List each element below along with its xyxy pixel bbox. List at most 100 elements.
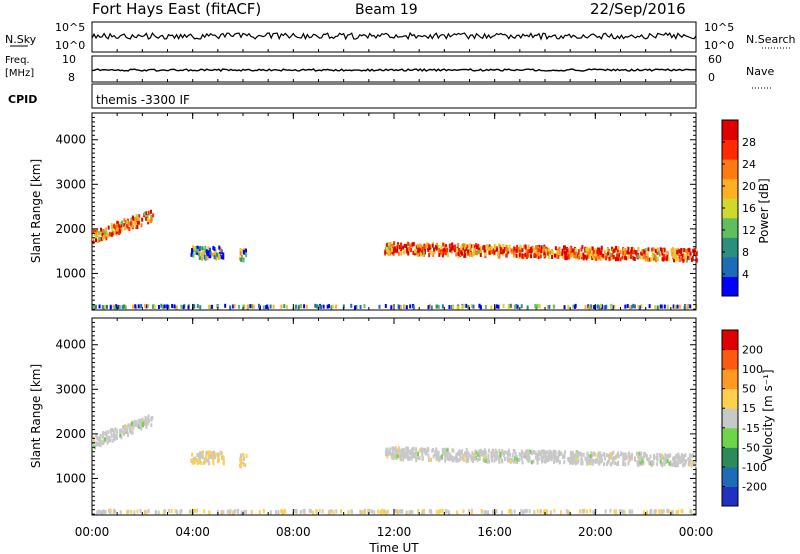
data-point xyxy=(675,453,678,458)
colorbar-segment xyxy=(722,217,738,238)
data-point xyxy=(427,305,430,310)
data-point xyxy=(552,459,555,464)
data-point xyxy=(610,462,613,467)
data-point xyxy=(589,249,592,254)
data-point xyxy=(328,510,331,515)
data-point xyxy=(417,508,420,513)
data-point xyxy=(513,456,516,461)
data-point xyxy=(563,250,566,255)
data-point xyxy=(677,456,680,461)
data-point xyxy=(630,304,633,309)
data-point xyxy=(582,252,585,257)
data-point xyxy=(484,252,487,257)
data-point xyxy=(553,508,556,513)
data-point xyxy=(417,248,420,253)
data-point xyxy=(637,462,640,467)
data-point xyxy=(632,303,635,308)
data-point xyxy=(477,249,480,254)
data-point xyxy=(148,218,151,223)
data-point xyxy=(408,510,411,515)
data-point xyxy=(656,256,659,261)
data-point xyxy=(99,435,102,440)
data-point xyxy=(331,304,334,309)
data-point xyxy=(568,250,571,255)
data-point xyxy=(406,249,409,254)
data-point xyxy=(680,508,683,513)
data-point xyxy=(197,459,200,464)
colorbar-tick-label: 24 xyxy=(742,158,756,171)
data-point xyxy=(407,247,410,252)
data-point xyxy=(163,304,166,309)
colorbar-segment xyxy=(722,349,738,370)
colorbar-segment xyxy=(722,388,738,409)
data-point xyxy=(170,509,173,514)
data-point xyxy=(503,247,506,252)
data-point xyxy=(507,458,510,463)
data-point xyxy=(449,248,452,253)
data-point xyxy=(104,437,107,442)
data-point xyxy=(518,452,521,457)
data-point xyxy=(591,254,594,259)
data-point xyxy=(500,510,503,515)
data-point xyxy=(669,462,672,467)
data-point xyxy=(428,244,431,249)
data-point xyxy=(573,251,576,256)
data-point xyxy=(266,304,269,309)
data-point xyxy=(512,253,515,258)
data-point xyxy=(429,244,432,249)
data-point xyxy=(421,450,424,455)
velocity-frame xyxy=(91,317,697,516)
data-point xyxy=(598,461,601,466)
colorbar-segment xyxy=(722,447,738,468)
data-point xyxy=(538,304,541,309)
data-point xyxy=(161,304,164,309)
data-point xyxy=(138,420,141,425)
data-point xyxy=(686,305,689,310)
data-point xyxy=(200,256,203,261)
data-point xyxy=(537,248,540,253)
data-point xyxy=(615,256,618,261)
data-point xyxy=(201,454,204,459)
data-point xyxy=(179,510,182,515)
data-point xyxy=(542,449,545,454)
data-point xyxy=(147,509,150,514)
data-point xyxy=(581,461,584,466)
data-point xyxy=(94,304,97,309)
y-tick-label: 1000 xyxy=(55,471,86,485)
data-point xyxy=(610,455,613,460)
data-point xyxy=(466,244,469,249)
data-point xyxy=(536,509,539,514)
data-point xyxy=(408,456,411,461)
data-point xyxy=(316,304,319,309)
data-point xyxy=(379,510,382,515)
data-point xyxy=(596,304,599,309)
data-point xyxy=(449,243,452,248)
data-point xyxy=(112,433,115,438)
data-point xyxy=(100,237,103,242)
data-point xyxy=(437,304,440,309)
colorbar-segment xyxy=(722,139,738,160)
data-point xyxy=(515,253,518,258)
data-point xyxy=(98,236,101,241)
data-point xyxy=(556,249,559,254)
data-point xyxy=(530,246,533,251)
data-point xyxy=(407,241,410,246)
data-point xyxy=(419,252,422,257)
data-point xyxy=(220,451,223,456)
data-point xyxy=(359,305,362,310)
data-point xyxy=(674,459,677,464)
data-point xyxy=(593,451,596,456)
data-point xyxy=(663,462,666,467)
data-point xyxy=(466,251,469,256)
data-point xyxy=(397,251,400,256)
data-point xyxy=(599,303,602,308)
data-point xyxy=(491,248,494,253)
x-axis-ticks: 00:00 04:00 08:00 12:00 16:00 20:00 00:00 xyxy=(75,49,713,539)
data-point xyxy=(135,213,138,218)
data-point xyxy=(629,305,632,310)
data-point xyxy=(539,452,542,457)
freq-label-line2: [MHz] xyxy=(5,68,34,79)
data-point xyxy=(229,305,232,310)
data-point xyxy=(569,456,572,461)
data-point xyxy=(673,456,676,461)
